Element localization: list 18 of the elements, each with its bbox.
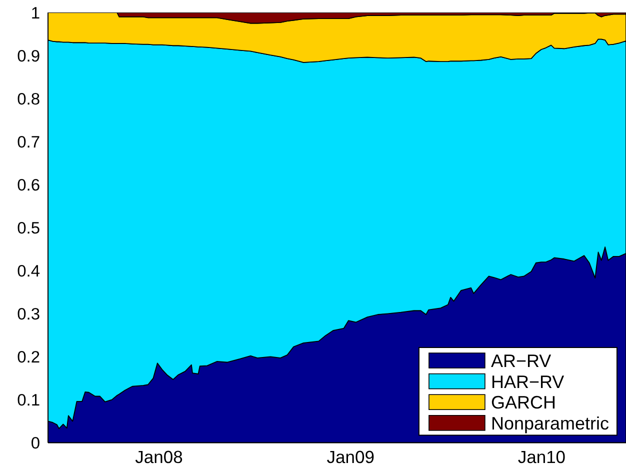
legend-label: Nonparametric (490, 413, 609, 434)
y-tick-label: 0 (30, 434, 40, 453)
y-tick-label: 0.9 (17, 47, 40, 66)
legend-label: GARCH (490, 392, 556, 413)
x-tick-label: Jan08 (135, 447, 183, 468)
y-tick-label: 0.4 (17, 262, 40, 281)
y-tick-label: 0.6 (17, 176, 40, 195)
y-tick-label: 0.1 (17, 392, 40, 410)
y-tick-label: 0.8 (17, 90, 40, 108)
legend-label: AR−RV (490, 350, 552, 371)
x-tick-label: Jan09 (326, 447, 374, 468)
y-tick-label: 0.7 (17, 134, 40, 152)
x-tick-label: Jan10 (518, 447, 566, 468)
y-tick-label: 0.3 (17, 306, 40, 324)
y-tick-label: 0.2 (17, 348, 40, 367)
y-tick-label: 0.5 (17, 220, 40, 238)
y-tick-label: 1 (30, 4, 40, 22)
legend-label: HAR−RV (490, 372, 564, 392)
